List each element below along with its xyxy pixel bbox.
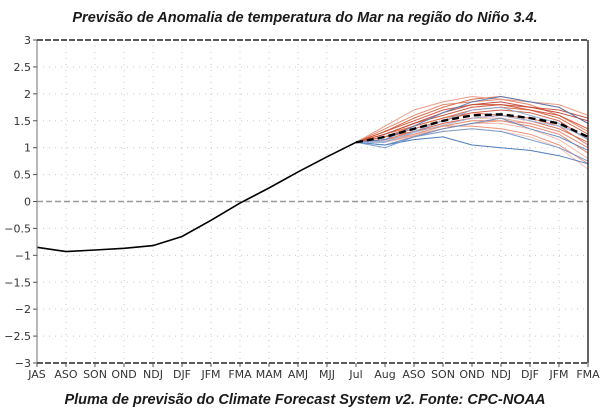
- grid-lines: [37, 40, 588, 363]
- main-lines: [36, 113, 589, 253]
- x-tick-label: SON: [83, 368, 107, 381]
- x-tick-label: DJF: [521, 368, 539, 381]
- ensemble-member-line: [355, 104, 589, 143]
- ensemble-mean-line: [355, 113, 589, 144]
- x-tick-label: SON: [431, 368, 455, 381]
- y-tick-label: 1.5: [14, 115, 32, 128]
- ensemble-member-line: [355, 117, 589, 151]
- x-tick-label: JFM: [548, 368, 568, 381]
- y-tick-label: 2.5: [14, 61, 32, 74]
- y-tick-label: −2: [15, 303, 31, 316]
- y-tick-label: −1.5: [4, 276, 31, 289]
- ensemble-member-line: [355, 104, 589, 143]
- x-tick-label: NDJ: [491, 368, 511, 381]
- x-tick-label: DJF: [173, 368, 191, 381]
- x-tick-label: MAM: [256, 368, 283, 381]
- x-tick-label: ASO: [54, 368, 78, 381]
- ensemble-member-line: [355, 112, 589, 146]
- x-tick-label: Jul: [348, 368, 362, 381]
- x-tick-label: Aug: [374, 368, 395, 381]
- x-tick-label: NDJ: [143, 368, 163, 381]
- y-tick-label: −3: [15, 357, 31, 370]
- chart-title: Previsão de Anomalia de temperatura do M…: [72, 10, 538, 26]
- y-axis-ticks: −3 −2.5 −2 −1.5 −1 −0.5 0 0.5 1 1.5 2 2.5 3: [4, 34, 37, 370]
- ensemble-member-line: [355, 114, 589, 143]
- x-tick-label: FMA: [576, 368, 600, 381]
- y-tick-label: 0: [24, 196, 31, 209]
- ensemble-member-line: [355, 125, 589, 165]
- y-tick-label: 0.5: [14, 169, 32, 182]
- y-tick-label: 2: [24, 88, 31, 101]
- ensemble-member-line: [355, 128, 589, 162]
- x-axis-ticks: JAS ASO SON OND NDJ DJF JFM FMA MAM AMJ MJJ Jul Aug A…: [27, 363, 600, 381]
- x-tick-label: OND: [459, 368, 484, 381]
- ensemble-member-line: [355, 120, 589, 154]
- ensemble-members: [355, 95, 589, 170]
- y-tick-label: 1: [24, 142, 31, 155]
- x-tick-label: JFM: [200, 368, 220, 381]
- chart-caption: Pluma de previsão do Climate Forecast Sy…: [64, 392, 546, 408]
- y-tick-label: −1: [15, 249, 31, 262]
- ensemble-member-line: [355, 95, 589, 143]
- y-tick-label: −2.5: [4, 330, 31, 343]
- y-tick-label: −0.5: [4, 222, 31, 235]
- ensemble-member-line: [355, 136, 589, 165]
- x-tick-label: FMA: [228, 368, 252, 381]
- x-tick-label: AMJ: [288, 368, 308, 381]
- x-tick-label: ASO: [402, 368, 426, 381]
- observed-line: [36, 141, 357, 253]
- y-tick-label: 3: [24, 34, 31, 47]
- x-tick-label: JAS: [27, 368, 46, 381]
- x-tick-label: OND: [111, 368, 136, 381]
- x-tick-label: MJJ: [319, 368, 335, 381]
